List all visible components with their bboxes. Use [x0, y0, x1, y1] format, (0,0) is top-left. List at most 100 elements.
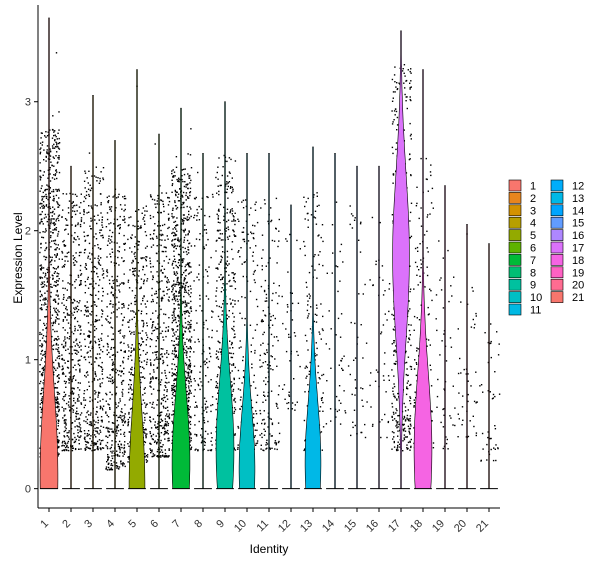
data-point: [154, 351, 156, 353]
data-point: [55, 255, 57, 257]
data-point: [199, 388, 201, 391]
data-point: [177, 338, 180, 340]
data-point: [203, 417, 205, 419]
data-point: [182, 220, 184, 222]
data-point: [47, 198, 49, 201]
data-point: [123, 418, 125, 420]
data-point: [233, 447, 235, 449]
data-point: [218, 208, 220, 211]
data-point: [63, 445, 66, 447]
data-point: [54, 228, 56, 230]
data-point: [322, 392, 324, 394]
data-point: [266, 447, 268, 449]
data-point: [56, 189, 59, 191]
data-point: [43, 149, 45, 151]
data-point: [143, 422, 145, 424]
data-point: [57, 344, 59, 346]
data-point: [307, 349, 309, 351]
data-point: [206, 270, 208, 273]
data-point: [306, 340, 308, 342]
data-point: [56, 413, 58, 415]
data-point: [133, 347, 135, 350]
data-point: [130, 368, 132, 370]
data-point: [168, 415, 170, 417]
data-point: [177, 300, 179, 303]
data-point: [207, 366, 209, 369]
data-point: [271, 422, 274, 424]
data-point: [159, 288, 161, 290]
data-point: [161, 353, 163, 355]
data-point: [52, 344, 55, 346]
data-point: [271, 423, 274, 426]
data-point: [111, 452, 113, 454]
data-point: [269, 433, 271, 435]
data-point: [203, 397, 206, 399]
data-point: [187, 385, 190, 387]
data-point: [122, 219, 124, 221]
data-point: [52, 240, 55, 242]
data-point: [99, 193, 102, 195]
data-point: [64, 362, 66, 364]
data-point: [138, 270, 140, 272]
data-point: [116, 285, 118, 287]
data-point: [209, 348, 211, 350]
data-point: [166, 421, 168, 423]
data-point: [130, 373, 132, 376]
data-point: [149, 432, 152, 435]
data-point: [96, 430, 98, 433]
data-point: [64, 329, 66, 331]
data-point: [84, 338, 86, 341]
data-point: [101, 274, 104, 276]
data-point: [73, 441, 75, 444]
data-point: [56, 247, 58, 249]
data-point: [117, 465, 119, 468]
data-point: [156, 328, 159, 330]
data-point: [52, 199, 54, 201]
data-point: [190, 167, 193, 169]
data-point: [130, 302, 132, 305]
data-point: [116, 279, 118, 281]
data-point: [122, 373, 125, 375]
data-point: [204, 214, 206, 217]
data-point: [265, 441, 268, 444]
data-point: [150, 266, 152, 268]
data-point: [174, 200, 176, 202]
data-point: [183, 201, 185, 204]
data-point: [64, 421, 67, 423]
data-point: [112, 422, 114, 424]
data-point: [195, 434, 198, 436]
data-point: [260, 444, 262, 446]
data-point: [171, 262, 174, 265]
data-point: [196, 215, 198, 217]
data-point: [140, 312, 142, 315]
data-point: [242, 207, 245, 209]
data-point: [274, 448, 276, 450]
data-point: [176, 245, 179, 247]
data-point: [57, 410, 60, 413]
data-point: [112, 294, 114, 296]
data-point: [172, 231, 174, 234]
data-point: [186, 219, 188, 221]
data-point: [239, 312, 241, 314]
data-point: [193, 329, 195, 331]
data-point: [62, 371, 64, 374]
data-point: [293, 332, 296, 334]
data-point: [277, 422, 280, 424]
data-point: [172, 217, 174, 219]
data-point: [55, 141, 57, 143]
data-point: [74, 402, 77, 404]
data-point: [182, 180, 184, 183]
data-point: [171, 321, 173, 324]
data-point: [53, 272, 56, 274]
data-point: [105, 411, 107, 413]
data-point: [250, 344, 252, 346]
data-point: [120, 313, 123, 315]
data-point: [241, 201, 243, 203]
data-point: [41, 205, 43, 207]
data-point: [110, 450, 112, 453]
data-point: [318, 377, 320, 379]
data-point: [166, 395, 168, 397]
data-point: [171, 184, 173, 187]
data-point: [44, 299, 46, 301]
data-point: [254, 387, 257, 389]
